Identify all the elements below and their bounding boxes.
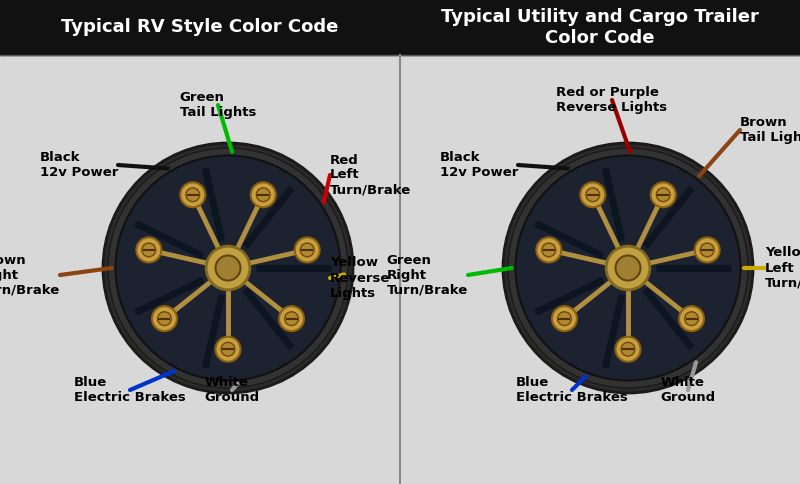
Text: White
Ground: White Ground xyxy=(205,376,259,404)
Circle shape xyxy=(206,246,250,290)
Text: Red
Left
Turn/Brake: Red Left Turn/Brake xyxy=(330,153,411,197)
Circle shape xyxy=(158,312,171,326)
Circle shape xyxy=(142,243,156,257)
Circle shape xyxy=(250,182,276,207)
Text: Green
Right
Turn/Brake: Green Right Turn/Brake xyxy=(386,254,468,297)
Text: Yellow
Reverse
Lights: Yellow Reverse Lights xyxy=(330,257,390,300)
Circle shape xyxy=(542,243,556,257)
Circle shape xyxy=(294,238,320,262)
Text: Typical Utility and Cargo Trailer
Color Code: Typical Utility and Cargo Trailer Color … xyxy=(441,8,759,47)
Circle shape xyxy=(700,243,714,257)
Text: Red or Purple
Reverse Lights: Red or Purple Reverse Lights xyxy=(557,86,667,114)
Circle shape xyxy=(136,238,162,262)
Circle shape xyxy=(279,306,304,331)
Circle shape xyxy=(503,143,753,393)
Circle shape xyxy=(508,148,748,388)
Circle shape xyxy=(215,256,241,281)
Circle shape xyxy=(152,306,177,331)
Circle shape xyxy=(180,182,206,207)
Circle shape xyxy=(186,188,200,202)
Circle shape xyxy=(515,155,741,380)
Circle shape xyxy=(685,312,698,326)
Circle shape xyxy=(580,182,606,207)
Circle shape xyxy=(679,306,704,331)
Circle shape xyxy=(215,337,241,362)
Text: Brown
Right
Turn/Brake: Brown Right Turn/Brake xyxy=(0,254,60,297)
Circle shape xyxy=(694,238,720,262)
Circle shape xyxy=(108,148,348,388)
Text: Typical RV Style Color Code: Typical RV Style Color Code xyxy=(62,18,338,36)
Text: Green
Tail Lights: Green Tail Lights xyxy=(180,91,256,119)
Circle shape xyxy=(650,182,676,207)
Text: Yellow
Left
Turn/Brake: Yellow Left Turn/Brake xyxy=(765,246,800,289)
Circle shape xyxy=(285,312,298,326)
Circle shape xyxy=(115,155,341,380)
Circle shape xyxy=(586,188,600,202)
Circle shape xyxy=(552,306,577,331)
Text: Blue
Electric Brakes: Blue Electric Brakes xyxy=(74,376,186,404)
Circle shape xyxy=(536,238,562,262)
Text: Blue
Electric Brakes: Blue Electric Brakes xyxy=(516,376,628,404)
Circle shape xyxy=(256,188,270,202)
Text: Brown
Tail Lights: Brown Tail Lights xyxy=(740,116,800,144)
Circle shape xyxy=(300,243,314,257)
Circle shape xyxy=(558,312,571,326)
Bar xyxy=(0,0,800,55)
Circle shape xyxy=(656,188,670,202)
Circle shape xyxy=(606,246,650,290)
Circle shape xyxy=(103,143,353,393)
Circle shape xyxy=(621,342,635,356)
Text: White
Ground: White Ground xyxy=(661,376,715,404)
Text: Black
12v Power: Black 12v Power xyxy=(440,151,518,179)
Circle shape xyxy=(615,337,641,362)
Circle shape xyxy=(221,342,235,356)
Circle shape xyxy=(615,256,641,281)
Text: Black
12v Power: Black 12v Power xyxy=(40,151,118,179)
